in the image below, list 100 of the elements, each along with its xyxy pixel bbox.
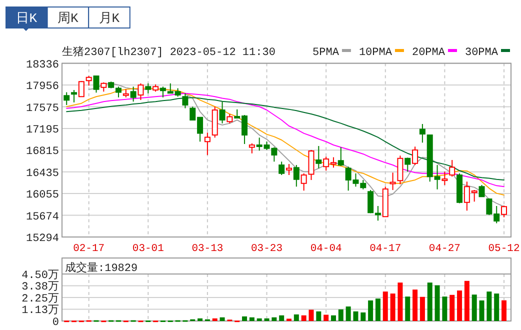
candlestick — [204, 132, 210, 156]
bar — [324, 314, 329, 321]
y-tick-label: 1.13万 — [22, 304, 59, 318]
candlestick — [78, 80, 84, 98]
bar — [264, 318, 270, 321]
candlestick — [130, 86, 136, 102]
x-tick-label: 05-12 — [488, 243, 520, 255]
candlestick — [412, 146, 418, 166]
bar — [220, 317, 225, 321]
candlestick — [382, 186, 388, 218]
bar — [502, 300, 506, 321]
x-tick-label: 04-27 — [428, 243, 460, 255]
bar — [390, 294, 396, 321]
bar — [457, 290, 462, 321]
candlestick — [456, 172, 463, 204]
bar — [353, 311, 358, 321]
candlestick — [404, 157, 411, 172]
text: 周K — [57, 11, 78, 26]
y-tick-label: 16435 — [26, 168, 59, 180]
y-tick-label: 16815 — [26, 146, 59, 158]
candlestick — [278, 161, 285, 176]
candlestick — [145, 82, 152, 94]
text: 日K — [16, 11, 38, 26]
bar — [450, 294, 455, 321]
candlestick — [115, 86, 122, 98]
bar — [486, 292, 492, 321]
y-tick-label: 15674 — [26, 211, 60, 224]
bar — [494, 294, 500, 321]
candlestick — [182, 92, 188, 109]
candlestick — [152, 84, 159, 92]
candlestick — [219, 101, 226, 124]
y-tick-label: 0 — [52, 317, 59, 329]
candlestick — [442, 171, 448, 186]
x-tick-label: 04-17 — [370, 243, 402, 255]
bar — [360, 312, 366, 321]
bar — [212, 318, 218, 321]
bar — [382, 292, 388, 321]
bar — [346, 306, 351, 321]
bar — [464, 280, 470, 321]
bar — [242, 316, 248, 321]
bar — [472, 294, 477, 321]
legend-label: 10PMA — [358, 47, 392, 59]
candlestick — [100, 82, 107, 92]
y-tick-label: 16055 — [26, 190, 59, 202]
bar — [442, 296, 448, 321]
bar — [272, 317, 277, 321]
x-tick-label: 03-01 — [132, 243, 164, 255]
bar — [294, 314, 299, 321]
x-tick-label: 03-23 — [251, 243, 283, 255]
bar — [405, 296, 410, 321]
candlestick — [108, 81, 114, 89]
bar — [412, 290, 418, 321]
candlestick — [390, 172, 396, 191]
bar — [301, 315, 306, 321]
candlestick — [338, 146, 344, 166]
y-tick-label: 18336 — [26, 59, 59, 72]
bar — [256, 318, 262, 321]
bar — [434, 285, 440, 321]
candlestick — [64, 92, 70, 106]
candlestick — [501, 205, 507, 218]
candlestick — [122, 88, 129, 98]
text: 月K — [98, 11, 120, 26]
bar — [420, 296, 425, 321]
candlestick — [368, 190, 374, 214]
legend-label: 5PMA — [312, 47, 340, 59]
candlestick — [286, 163, 292, 176]
candlestick — [248, 142, 255, 154]
bar — [368, 300, 374, 321]
y-tick-label: 17956 — [26, 81, 59, 93]
x-tick-label: 02-17 — [73, 243, 105, 255]
y-tick-label: 2.25万 — [22, 292, 59, 306]
candlestick — [449, 159, 456, 178]
bar — [316, 311, 322, 321]
candlestick — [138, 82, 144, 101]
bar — [198, 318, 203, 321]
candlestick — [374, 205, 381, 222]
y-tick-label: 15294 — [26, 233, 60, 245]
bar — [375, 298, 380, 321]
candlestick — [293, 164, 300, 188]
candlestick — [419, 124, 426, 144]
candlestick — [71, 90, 78, 103]
candlestick — [478, 184, 485, 198]
bar — [338, 309, 344, 321]
bar — [249, 317, 254, 321]
candlestick — [212, 106, 218, 138]
bar — [308, 310, 314, 321]
candlestick — [226, 114, 233, 124]
candlestick — [93, 75, 100, 94]
legend-label: 20PMA — [412, 47, 446, 59]
candlestick — [86, 75, 92, 86]
x-tick-label: 03-13 — [192, 243, 224, 255]
candlestick — [160, 86, 166, 98]
chart-title: 生猪2307[lh2307] 2023-05-12 11:30 — [62, 45, 276, 59]
candlestick — [316, 145, 322, 169]
candlestick — [397, 155, 404, 185]
bar — [279, 315, 284, 321]
chart-title: 成交量:19829 — [65, 261, 138, 275]
bar — [479, 300, 484, 321]
y-tick-label: 17195 — [26, 124, 59, 136]
bar — [398, 282, 403, 321]
